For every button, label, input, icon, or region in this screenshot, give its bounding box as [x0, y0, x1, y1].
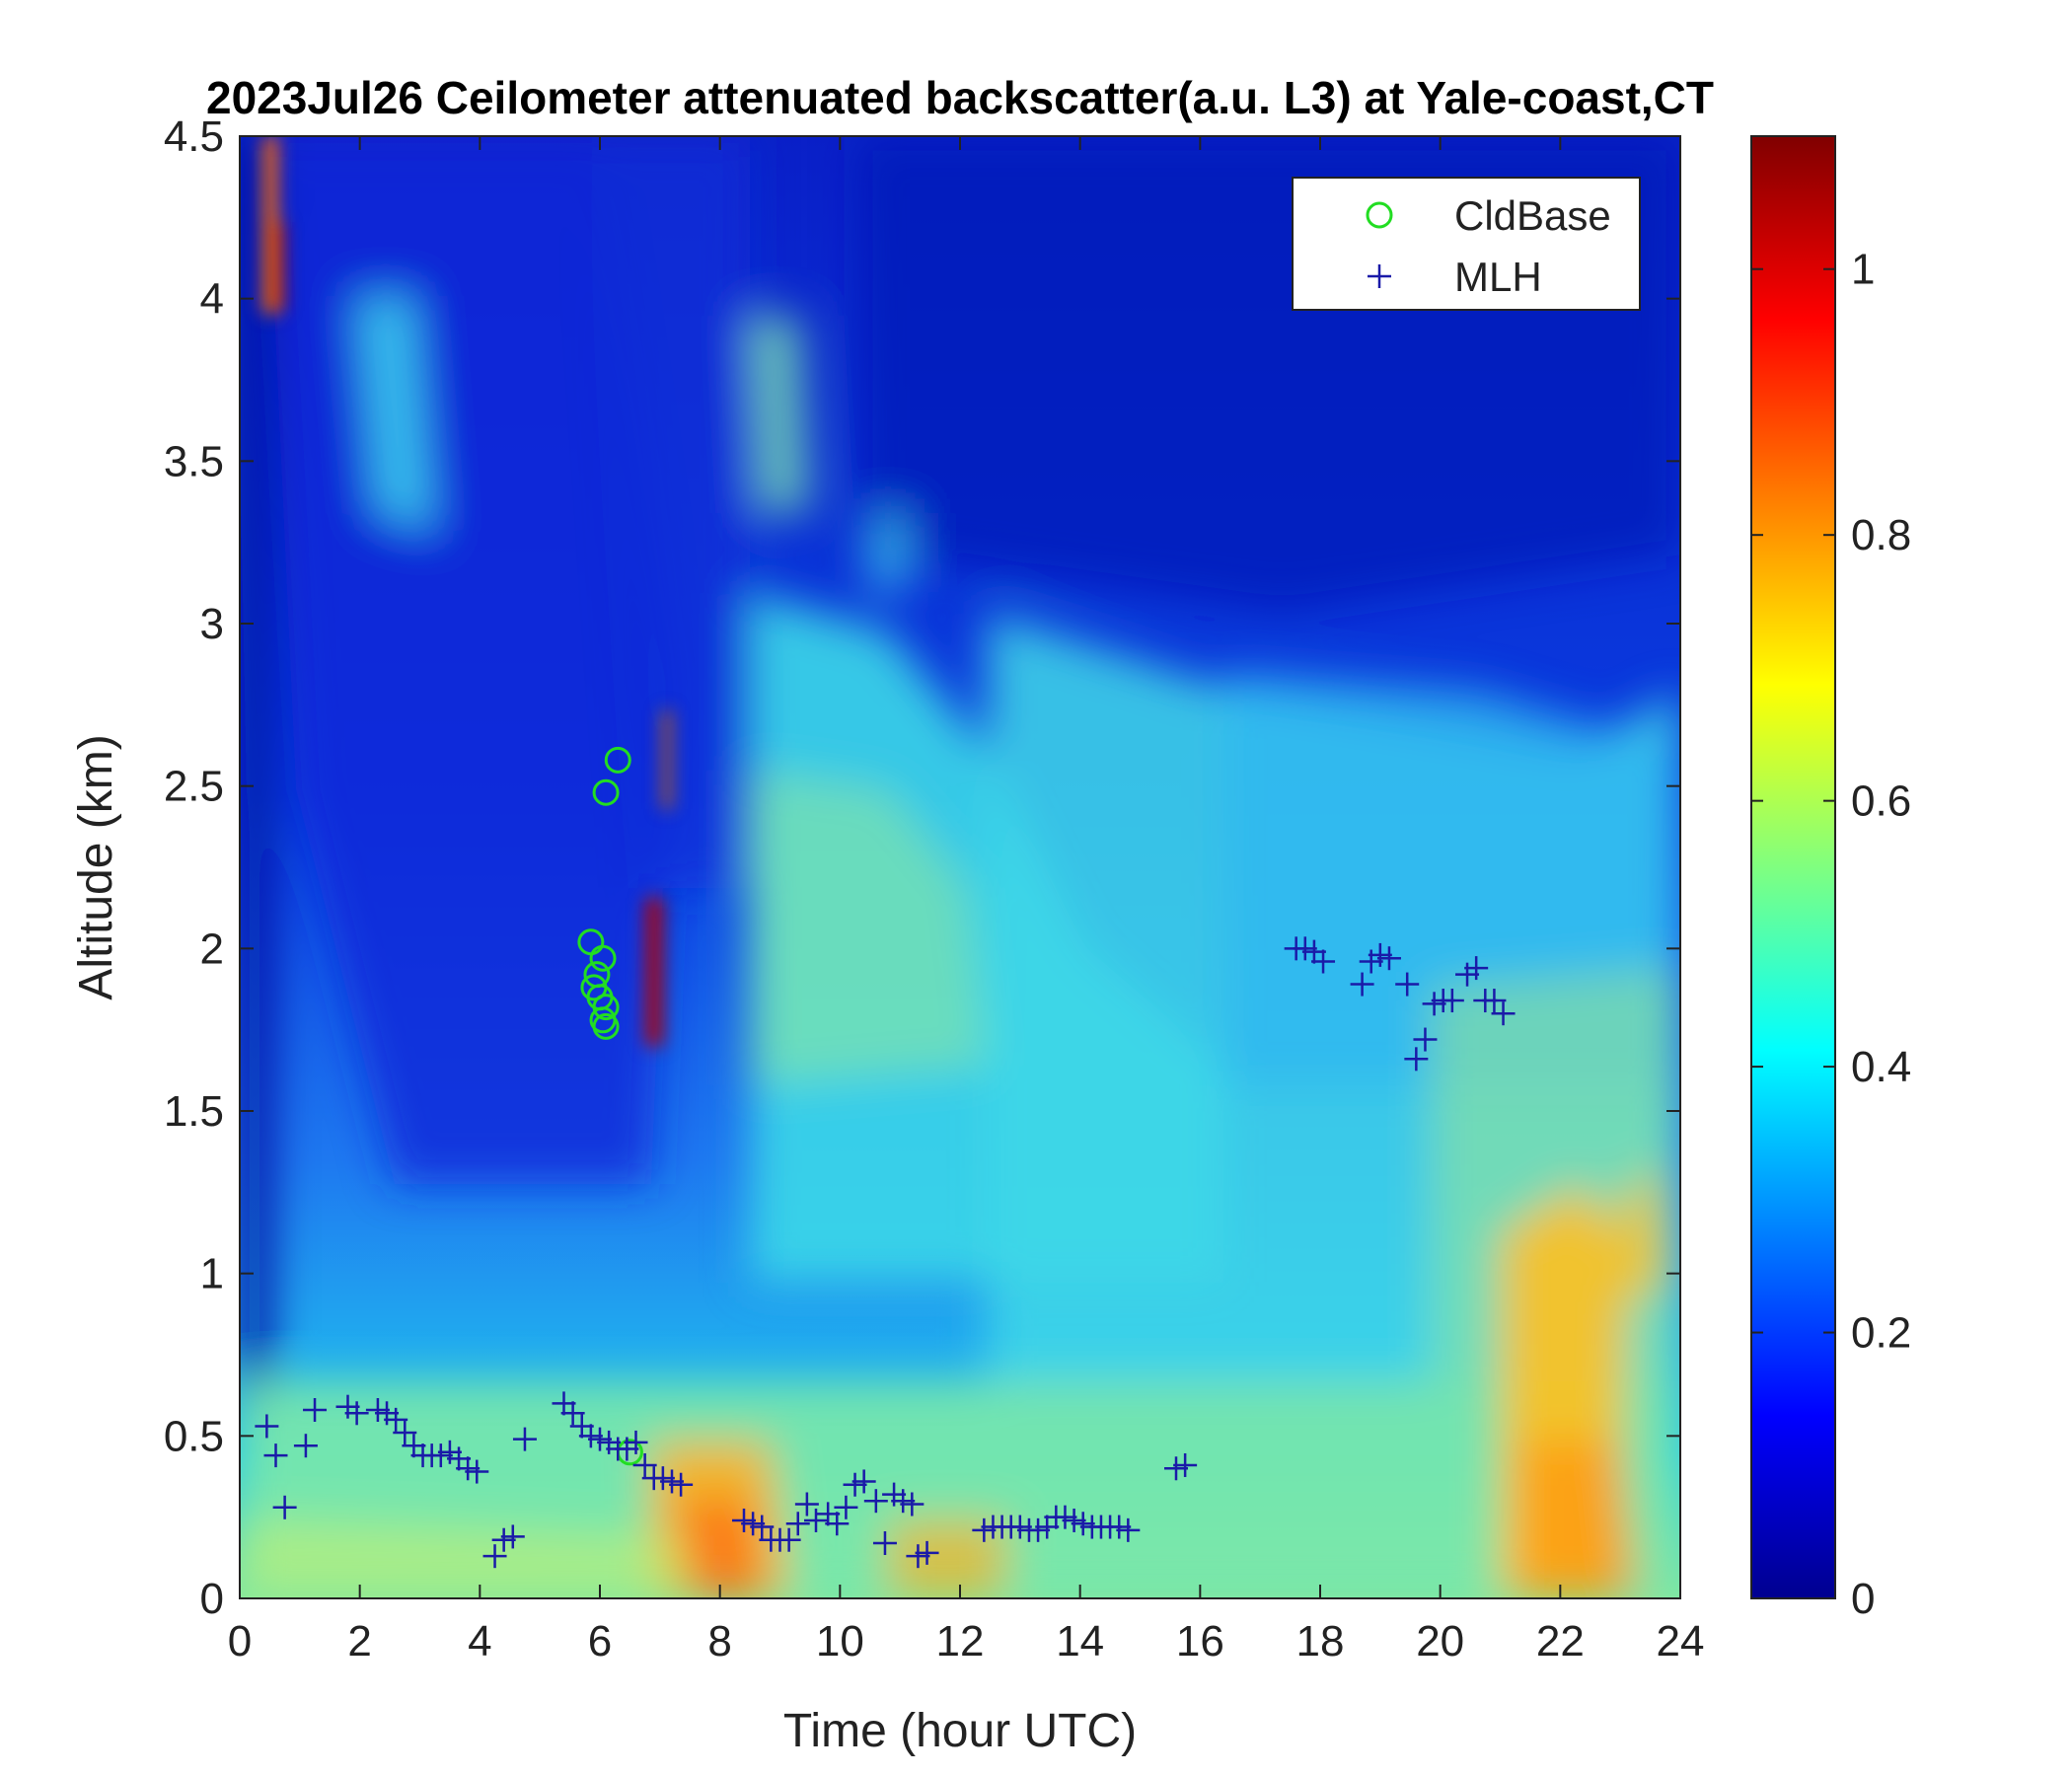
x-tick-label: 18: [1296, 1617, 1345, 1665]
legend: CldBase MLH: [1293, 178, 1640, 310]
y-tick-label: 1.5: [164, 1087, 224, 1136]
y-tick-label: 1: [200, 1250, 224, 1298]
y-tick-label: 4: [200, 275, 224, 324]
colorbar-tick-label: 0: [1851, 1575, 1875, 1623]
x-axis-label: Time (hour UTC): [783, 1705, 1137, 1757]
y-axis-label: Altitude (km): [70, 734, 122, 999]
colorbar-gradient: [1751, 136, 1835, 1598]
colorbar-tick-label: 1: [1851, 246, 1875, 294]
x-tick-label: 14: [1056, 1617, 1104, 1665]
y-tick-label: 0.5: [164, 1412, 224, 1460]
y-tick-label: 3: [200, 600, 224, 648]
colorbar-tick-label: 0.2: [1851, 1309, 1911, 1358]
y-tick-label: 2.5: [164, 763, 224, 811]
x-tick-label: 4: [468, 1617, 491, 1665]
colorbar: 0 0.2 0.4 0.6 0.8 1: [1751, 136, 1911, 1623]
colorbar-tick-label: 0.8: [1851, 511, 1911, 559]
y-tick-label: 2: [200, 925, 224, 973]
chart-title: 2023Jul26 Ceilometer attenuated backscat…: [206, 72, 1714, 123]
legend-cldbase-label: CldBase: [1454, 192, 1611, 239]
colorbar-tick-label: 0.4: [1851, 1043, 1911, 1091]
x-tick-label: 2: [347, 1617, 371, 1665]
x-tick-label: 16: [1176, 1617, 1224, 1665]
x-tick-label: 12: [936, 1617, 985, 1665]
backscatter-heatmap: [240, 136, 1680, 1598]
x-tick-label: 6: [588, 1617, 612, 1665]
x-tick-label: 8: [707, 1617, 731, 1665]
x-tick-label: 24: [1657, 1617, 1705, 1665]
x-tick-label: 0: [228, 1617, 252, 1665]
y-tick-label: 0: [200, 1575, 224, 1623]
x-tick-label: 22: [1536, 1617, 1585, 1665]
y-tick-label: 3.5: [164, 437, 224, 485]
colorbar-tick-label: 0.6: [1851, 777, 1911, 826]
x-tick-label: 20: [1416, 1617, 1464, 1665]
legend-mlh-label: MLH: [1454, 254, 1542, 300]
x-tick-label: 10: [816, 1617, 864, 1665]
